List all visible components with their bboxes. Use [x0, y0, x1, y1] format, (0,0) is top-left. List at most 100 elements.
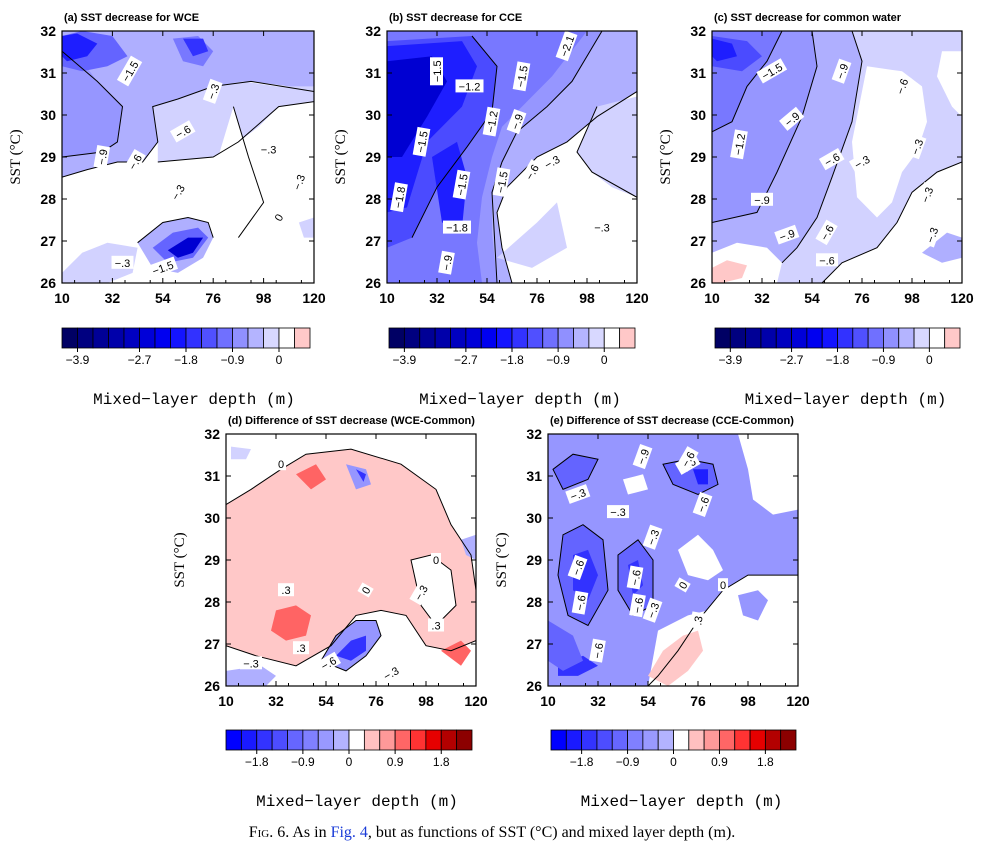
panel-b-contour-label-text: −1.5: [515, 65, 531, 88]
panel-a: (a) SST decrease for WCE−1.5−.3−.6−.9 −.6…: [8, 12, 326, 409]
panel-e-contour-label: −.9: [632, 443, 653, 470]
panel-b-shade-region: [497, 202, 567, 268]
panel-b-colorbar-bin: [465, 327, 482, 349]
panel-e-colorbar-bin: [581, 729, 598, 751]
panel-d-xlabel: Mixed−layer depth (m): [256, 793, 458, 811]
panel-b-contour-label-text: −1.5: [432, 60, 444, 82]
caption-post: , but as functions of SST (°C) and mixed…: [367, 824, 736, 841]
panel-c-colorbar-label: −3.9: [718, 353, 742, 367]
panel-b-xlabel: Mixed−layer depth (m): [419, 391, 621, 409]
panel-d-colorbar: −1.8 −0.9 0 0.9 1.8: [225, 729, 473, 769]
panel-a-contour-line: [62, 50, 124, 158]
panel-d-xtick-label: 32: [268, 693, 284, 709]
panel-a-colorbar-bin: [263, 327, 280, 349]
panel-e-ytick-label: 32: [526, 426, 542, 442]
panel-b-colorbar-bin: [450, 327, 467, 349]
panel-c-contour-label-text: −.3: [925, 226, 942, 245]
panel-b-colorbar-bin: [603, 327, 621, 349]
panel-d-colorbar-bin: [379, 729, 396, 751]
panel-b-colorbar-bin: [588, 327, 605, 349]
panel-e-xtick-label: 32: [590, 693, 606, 709]
panel-b-colorbar-label: −3.9: [393, 353, 417, 367]
panel-c-contour-line: [712, 31, 783, 133]
panel-d-shade-region: [296, 464, 326, 490]
panel-c-colorbar-label: 0: [926, 353, 933, 367]
panel-e-contour-label: −.6: [567, 554, 588, 580]
panel-a-colorbar-bin: [92, 327, 109, 349]
panel-d-shade-region: [356, 469, 366, 482]
panel-c-colorbar-bin: [837, 327, 854, 349]
panel-b-colorbar-label: −1.8: [500, 353, 524, 367]
panel-d-contour-label: 0: [431, 553, 441, 567]
panel-b-contour-label-text: −1.5: [415, 130, 431, 153]
panel-e-xtick-label: 54: [640, 693, 656, 709]
panel-d-shade-region: [271, 605, 311, 641]
panel-b-contour-label: −1.2: [455, 79, 484, 93]
panel-e-ylabel: SST (°C): [494, 532, 510, 587]
caption-fig4-link[interactable]: Fig. 4: [330, 824, 368, 841]
panel-c-colorbar-label: −0.9: [872, 353, 896, 367]
panel-e-shade-region: [548, 434, 798, 686]
panel-b: (b) SST decrease for CCE−2.1−1.5−1.2 −1.5…: [333, 12, 649, 409]
panel-d-contour-label: 0: [276, 457, 286, 471]
panel-b-colorbar: −3.9 −2.7 −1.8 −0.9 0: [388, 327, 636, 367]
panel-d-shade-region: [411, 555, 456, 626]
panel-b-colorbar-bin: [434, 327, 451, 349]
panel-d-shaded-field: 00.3 0 −.3.3−.3.3−.6−.3: [226, 434, 476, 686]
panel-b-colorbar-bin: [419, 327, 436, 349]
panel-b-contour-label-text: −.9: [510, 113, 527, 132]
panel-e-colorbar-bin: [688, 729, 705, 751]
panel-d-ytick-label: 32: [204, 426, 220, 442]
panel-d-xtick-label: 120: [464, 693, 488, 709]
panel-b-colorbar-label: 0: [601, 353, 608, 367]
panel-e-colorbar-bin: [673, 729, 690, 751]
panel-e-contour-label: −.6: [692, 491, 713, 517]
panel-a-colorbar-bin: [77, 327, 94, 349]
panel-b-ytick-label: 29: [365, 149, 381, 165]
panel-d-colorbar-bin: [225, 729, 242, 751]
panel-e-contour-label: −.3: [642, 524, 663, 550]
panel-e-contour-label-text: 0: [720, 580, 726, 592]
panel-e-contour-label: 0: [718, 578, 728, 592]
panel-b-xtick-label: 76: [529, 290, 545, 306]
panel-d-colorbar-bin: [456, 729, 473, 751]
panel-b-contour-label-text: −1.5: [495, 171, 511, 194]
panel-a-colorbar-bin: [139, 327, 156, 349]
panel-d-xtick-label: 54: [318, 693, 334, 709]
panel-b-contour-line: [576, 106, 637, 198]
panel-c-ytick-label: 29: [690, 149, 706, 165]
panel-c-contour-label: −1.2: [730, 129, 748, 160]
panel-e-colorbar-label: −0.9: [616, 755, 640, 769]
panel-d-colorbar-bin: [256, 729, 273, 751]
panel-e-contour-label-text: −.3: [610, 507, 626, 519]
panel-b-xtick-label: 120: [625, 290, 649, 306]
panel-c-colorbar-bin: [791, 327, 808, 349]
panel-e-contour-label-text: .3: [692, 615, 705, 626]
panel-a-xtick-label: 76: [205, 290, 221, 306]
panel-a-colorbar-bin: [247, 327, 264, 349]
panel-e-contour-line: [552, 453, 599, 491]
panel-b-xtick-label: 10: [379, 290, 395, 306]
panel-e-colorbar-bin: [719, 729, 736, 751]
panel-c-contour-label: −.3: [906, 134, 927, 160]
panel-d-contour-label: 0: [357, 582, 374, 598]
panel-d-ytick-label: 31: [204, 468, 220, 484]
panel-c-contour-label-text: −.6: [819, 255, 835, 267]
panel-a-contour-label: 0: [270, 209, 287, 225]
panel-d-ytick-label: 29: [204, 552, 220, 568]
panel-d-contour-label: −.3: [240, 656, 262, 670]
panel-a-xtick-label: 10: [54, 290, 70, 306]
panel-a-colorbar-bin: [123, 327, 140, 349]
panel-d-colorbar-label: 1.8: [433, 755, 450, 769]
panel-a-contour-line: [137, 216, 214, 244]
panel-e-shade-region: [738, 590, 768, 621]
panel-e-contour-label: −.3: [607, 505, 629, 519]
panel-a-contour-line: [157, 101, 314, 163]
panel-a-ytick-label: 30: [40, 107, 56, 123]
panel-e-xtick-label: 10: [540, 693, 556, 709]
panel-c-contour-label-text: −.6: [895, 77, 912, 96]
panel-b-contour-label: −1.2: [482, 106, 501, 137]
panel-b-colorbar-bin: [573, 327, 590, 349]
panel-d-colorbar-bin: [333, 729, 350, 751]
panel-a-colorbar-bin: [185, 327, 202, 349]
